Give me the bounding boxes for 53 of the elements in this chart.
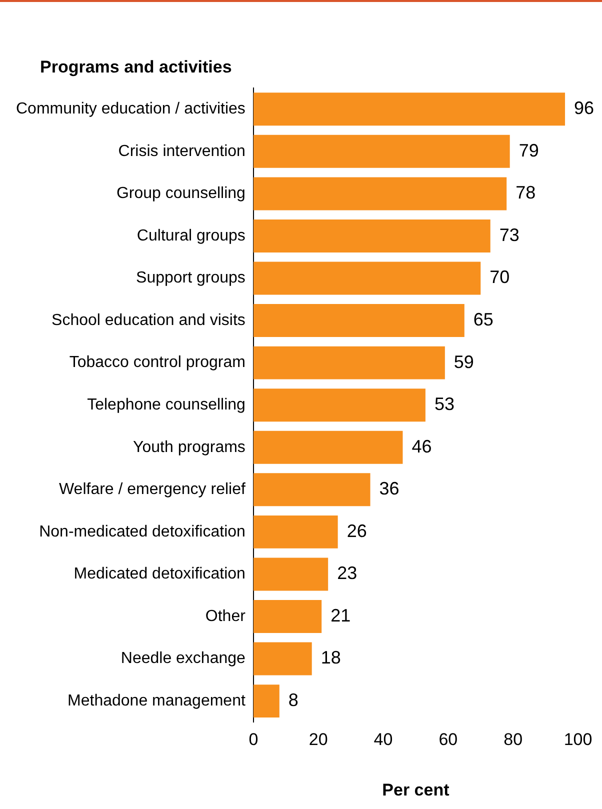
data-label: 23 [337,563,358,584]
bar [253,304,464,338]
y-tick-label: Needle exchange [120,650,246,668]
bar [253,177,507,210]
bar [253,600,322,633]
y-tick-label: Methadone management [68,692,246,710]
bar [253,219,490,252]
y-tick-label: Support groups [136,270,246,287]
data-label: 53 [434,394,454,414]
y-tick-label: School education and visits [52,312,246,329]
y-tick-label: Welfare / emergency relief [58,481,246,498]
bar [253,642,312,676]
bar [253,388,426,422]
y-tick-label: Other [205,608,246,625]
bar [253,558,328,591]
y-tick-label: Medicated detoxification [74,566,246,583]
y-tick-label: Youth programs [133,438,246,456]
data-label: 70 [490,267,510,288]
x-tick-label: 60 [438,730,458,750]
y-tick-label: Group counselling [116,185,246,202]
bar [253,473,370,506]
bar [253,684,280,718]
data-label: 79 [518,140,539,160]
bar [253,515,338,548]
x-tick-label: 80 [504,730,523,750]
data-label: 8 [288,690,298,710]
data-label: 65 [473,310,494,330]
bar [253,262,481,295]
data-label: 96 [574,98,594,118]
data-label: 46 [412,436,432,456]
data-label: 36 [379,478,400,499]
data-label: 18 [320,648,341,668]
y-tick-label: Telephone counselling [87,396,246,414]
y-tick-label: Cultural groups [136,227,246,244]
x-tick-label: 20 [308,730,328,750]
chart-title: Programs and activities [40,58,232,77]
data-label: 26 [346,520,367,541]
x-tick-label: 0 [248,730,258,750]
y-tick-label: Crisis intervention [118,142,246,160]
x-axis-title: Per cent [382,780,450,800]
data-label: 73 [499,224,520,245]
y-tick-label: Tobacco control program [69,354,246,372]
bar [253,92,566,126]
x-tick-label: 100 [564,730,592,750]
x-tick-label: 40 [374,730,393,750]
y-tick-label: Community education / activities [16,100,246,118]
y-tick-label: Non-medicated detoxification [39,523,246,540]
bar [253,134,510,168]
data-label: 21 [330,605,351,626]
bar [253,430,403,464]
bar [253,346,445,380]
data-label: 78 [516,182,536,203]
data-label: 59 [454,352,474,372]
